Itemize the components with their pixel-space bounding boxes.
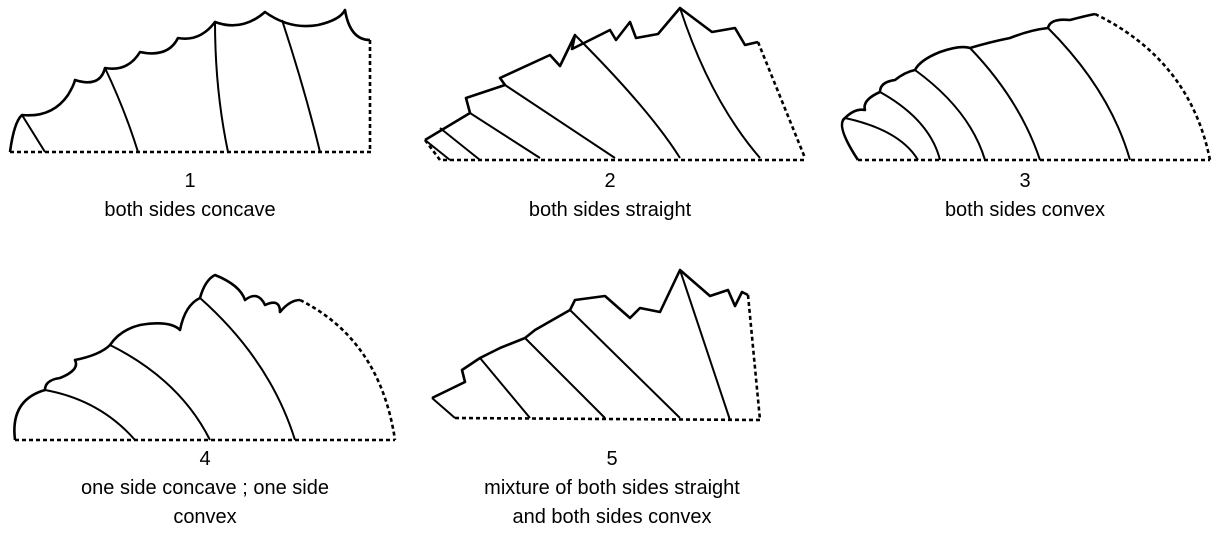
- leaf-3: [842, 14, 1210, 160]
- leaf-5: [432, 270, 760, 420]
- leaf-2: [425, 8, 805, 160]
- item-number: 5: [606, 448, 617, 470]
- leaf-1: [10, 10, 372, 152]
- item-caption: both sides concave: [104, 199, 275, 221]
- item-caption: both sides straight: [529, 199, 692, 221]
- item-number: 3: [1019, 170, 1030, 192]
- item-number: 2: [604, 170, 615, 192]
- item-caption: and both sides convex: [512, 506, 711, 528]
- item-number: 1: [184, 170, 195, 192]
- diagram: 1 both sides concave 2 both sides straig…: [0, 0, 1216, 538]
- leaf-4: [14, 275, 395, 440]
- item-number: 4: [199, 448, 210, 470]
- item-caption: both sides convex: [945, 199, 1105, 221]
- item-caption: mixture of both sides straight: [484, 477, 740, 499]
- item-caption: one side concave ; one side: [81, 477, 329, 499]
- item-caption: convex: [173, 506, 236, 528]
